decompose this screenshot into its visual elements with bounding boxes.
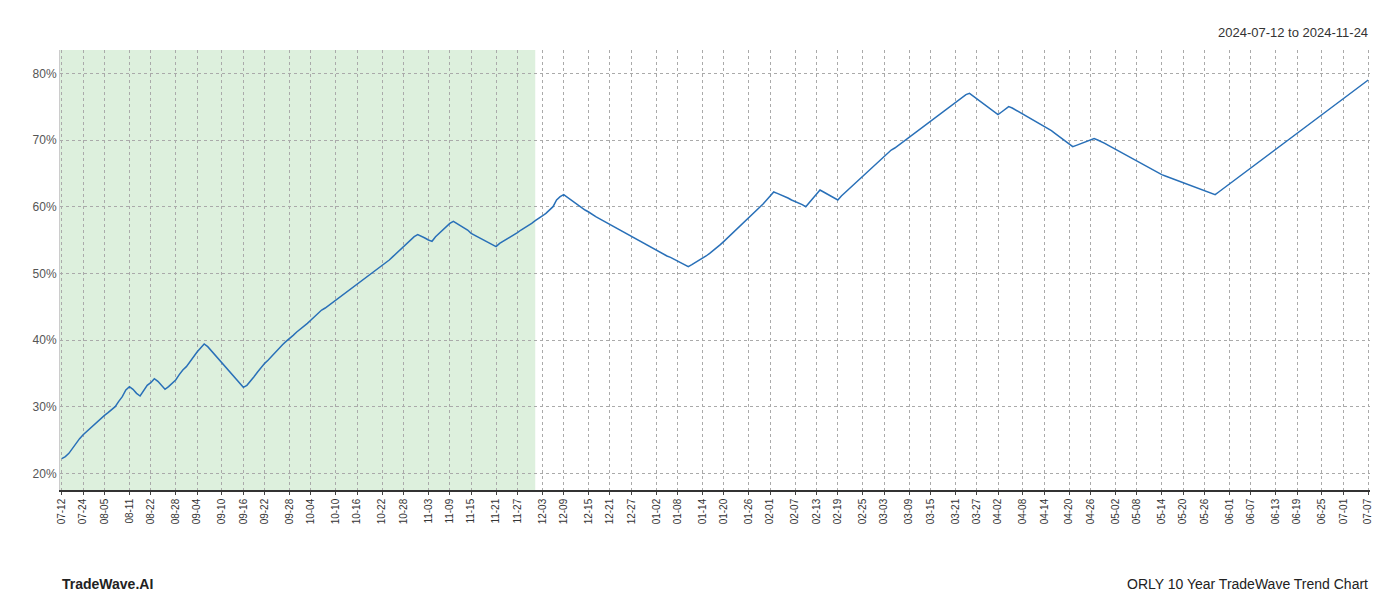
- svg-text:08-05: 08-05: [99, 498, 110, 524]
- svg-text:11-27: 11-27: [512, 498, 523, 523]
- svg-text:2024-07-12 to 2024-11-24: 2024-07-12 to 2024-11-24: [1218, 25, 1368, 40]
- svg-text:02-01: 02-01: [764, 498, 775, 524]
- svg-text:06-13: 06-13: [1270, 498, 1281, 524]
- svg-text:50%: 50%: [33, 267, 57, 281]
- svg-text:60%: 60%: [33, 200, 57, 214]
- svg-text:05-08: 05-08: [1131, 498, 1142, 524]
- svg-text:07-12: 07-12: [56, 498, 67, 524]
- svg-text:10-28: 10-28: [398, 498, 409, 524]
- svg-text:03-15: 03-15: [925, 498, 936, 524]
- svg-text:40%: 40%: [33, 333, 57, 347]
- svg-text:04-02: 04-02: [992, 498, 1003, 524]
- svg-text:10-04: 10-04: [305, 498, 316, 524]
- svg-text:09-16: 09-16: [238, 498, 249, 524]
- svg-text:30%: 30%: [33, 400, 57, 414]
- svg-text:07-24: 07-24: [77, 498, 88, 524]
- svg-text:07-07: 07-07: [1362, 498, 1373, 524]
- svg-text:08-22: 08-22: [145, 498, 156, 524]
- svg-text:80%: 80%: [33, 67, 57, 81]
- svg-text:12-15: 12-15: [583, 498, 594, 524]
- svg-text:01-02: 01-02: [651, 498, 662, 524]
- svg-text:11-21: 11-21: [490, 498, 501, 523]
- svg-text:08-28: 08-28: [170, 498, 181, 524]
- svg-text:09-28: 09-28: [284, 498, 295, 524]
- svg-text:07-01: 07-01: [1338, 498, 1349, 524]
- svg-text:12-21: 12-21: [604, 498, 615, 524]
- svg-text:04-14: 04-14: [1039, 498, 1050, 524]
- svg-text:11-09: 11-09: [444, 498, 455, 523]
- svg-text:05-26: 05-26: [1199, 498, 1210, 524]
- svg-text:12-03: 12-03: [537, 498, 548, 524]
- svg-text:12-27: 12-27: [626, 498, 637, 524]
- svg-text:06-25: 06-25: [1316, 498, 1327, 524]
- svg-text:02-07: 02-07: [789, 498, 800, 524]
- svg-text:11-15: 11-15: [465, 498, 476, 523]
- svg-text:06-07: 06-07: [1245, 498, 1256, 524]
- svg-text:01-14: 01-14: [697, 498, 708, 524]
- svg-text:02-19: 02-19: [832, 498, 843, 524]
- svg-text:05-20: 05-20: [1177, 498, 1188, 524]
- svg-text:05-14: 05-14: [1156, 498, 1167, 524]
- svg-text:70%: 70%: [33, 133, 57, 147]
- svg-text:05-02: 05-02: [1110, 498, 1121, 524]
- svg-text:08-11: 08-11: [124, 498, 135, 523]
- svg-text:06-19: 06-19: [1291, 498, 1302, 524]
- svg-text:TradeWave.AI: TradeWave.AI: [62, 576, 153, 592]
- svg-text:12-09: 12-09: [558, 498, 569, 524]
- svg-text:04-20: 04-20: [1063, 498, 1074, 524]
- svg-text:ORLY 10 Year TradeWave Trend C: ORLY 10 Year TradeWave Trend Chart: [1127, 576, 1368, 592]
- svg-text:03-09: 03-09: [903, 498, 914, 524]
- svg-text:09-22: 09-22: [259, 498, 270, 524]
- svg-text:10-10: 10-10: [330, 498, 341, 524]
- svg-text:20%: 20%: [33, 467, 57, 481]
- svg-text:03-27: 03-27: [971, 498, 982, 524]
- svg-text:11-03: 11-03: [423, 498, 434, 523]
- svg-text:01-26: 01-26: [743, 498, 754, 524]
- svg-text:02-13: 02-13: [811, 498, 822, 524]
- svg-text:03-21: 03-21: [950, 498, 961, 524]
- svg-text:01-08: 01-08: [672, 498, 683, 524]
- svg-text:04-26: 04-26: [1085, 498, 1096, 524]
- svg-text:06-01: 06-01: [1224, 498, 1235, 524]
- svg-text:09-04: 09-04: [191, 498, 202, 524]
- svg-text:10-16: 10-16: [351, 498, 362, 524]
- svg-text:04-08: 04-08: [1017, 498, 1028, 524]
- svg-text:09-10: 09-10: [216, 498, 227, 524]
- svg-text:10-22: 10-22: [376, 498, 387, 524]
- svg-text:01-20: 01-20: [718, 498, 729, 524]
- svg-text:03-03: 03-03: [878, 498, 889, 524]
- svg-text:02-25: 02-25: [857, 498, 868, 524]
